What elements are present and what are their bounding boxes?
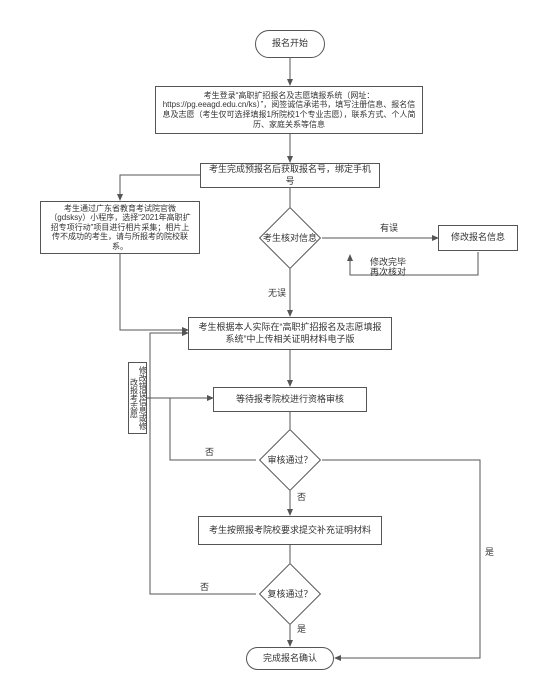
label-yes-far: 是 [485,545,494,558]
verify-text: 考生核对信息 [256,216,324,260]
modify-node: 修改报名信息 [438,225,518,251]
prereg-node: 考生完成预报名后获取报名号，绑定手机号 [200,163,380,188]
upload-node: 考生根据本人实际在“高职扩招报名及志愿填报系统”中上传相关证明材料电子版 [188,317,392,350]
start-text: 报名开始 [272,38,308,49]
pass2-decision: 复核通过？ [268,572,312,616]
flowchart-canvas: 报名开始 考生登录“高职扩招报名及志愿填报系统（网址：https://pg.ee… [0,0,549,691]
sidebox-node: 修改错误信息或修改报考志愿 [128,362,147,434]
label-noerr: 无误 [268,286,286,299]
label-yes2: 是 [297,622,306,635]
pass2-text: 复核通过？ [256,572,324,616]
prereg-text: 考生完成预报名后获取报名号，绑定手机号 [207,164,373,187]
supplement-node: 考生按照报考院校要求提交补充证明材料 [198,516,382,545]
label-no2a: 否 [297,490,306,503]
verify-decision: 考生核对信息 [268,216,312,260]
supplement-text: 考生按照报考院校要求提交补充证明材料 [209,525,371,536]
wait-text: 等待报考院校进行资格审核 [236,394,344,405]
upload-text: 考生根据本人实际在“高职扩招报名及志愿填报系统”中上传相关证明材料电子版 [195,322,385,345]
wechat-text: 考生通过广东省教育考试院官微（gdsksy）小程序，选择“2021年高职扩招专项… [47,204,193,252]
login-node: 考生登录“高职扩招报名及志愿填报系统（网址：https://pg.eeagd.e… [155,86,423,134]
label-recheck: 修改完毕 再次核对 [370,258,406,278]
start-node: 报名开始 [255,30,325,58]
wechat-node: 考生通过广东省教育考试院官微（gdsksy）小程序，选择“2021年高职扩招专项… [40,201,200,254]
label-no2b: 否 [200,580,209,593]
login-text: 考生登录“高职扩招报名及志愿填报系统（网址：https://pg.eeagd.e… [162,91,416,129]
label-err: 有误 [380,221,398,234]
modify-text: 修改报名信息 [451,232,505,243]
pass1-decision: 审核通过？ [268,438,312,482]
done-text: 完成报名确认 [263,653,317,664]
wait-node: 等待报考院校进行资格审核 [213,387,367,412]
sidebox-text: 修改错误信息或修改报考志愿 [129,366,147,430]
label-no1: 否 [205,445,214,458]
done-node: 完成报名确认 [246,647,334,670]
pass1-text: 审核通过？ [256,438,324,482]
